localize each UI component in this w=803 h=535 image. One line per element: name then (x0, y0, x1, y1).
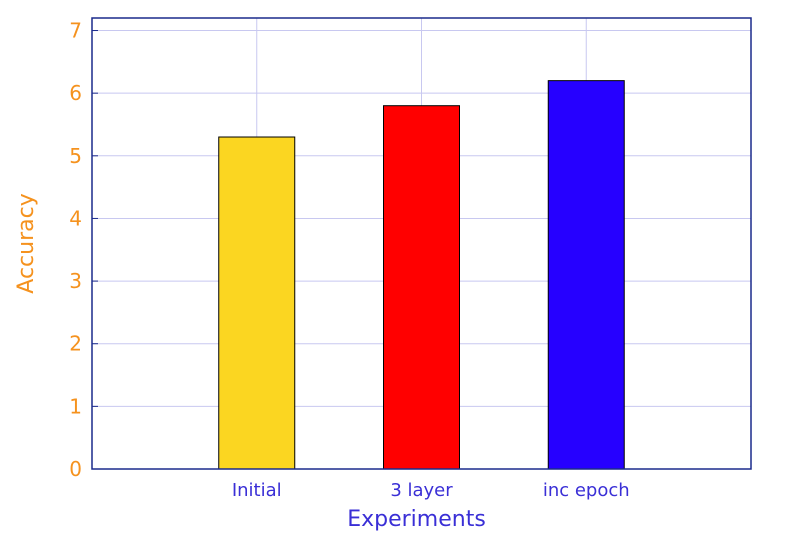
y-tick-label: 0 (69, 457, 82, 481)
x-tick-label: inc epoch (543, 480, 630, 501)
plot-frame (91, 17, 752, 470)
y-tick-label: 6 (69, 81, 82, 105)
x-tick-label: Initial (232, 480, 282, 501)
bar-initial (218, 136, 296, 470)
bar-3-layer (383, 105, 460, 470)
y-tick-label: 5 (69, 144, 82, 168)
y-axis-label: Accuracy (14, 193, 39, 293)
y-tick-label: 4 (69, 206, 82, 230)
x-axis-label: Experiments (347, 507, 486, 532)
y-tick-label: 7 (69, 19, 82, 43)
y-axis-ticks: 0 1 2 3 4 5 6 7 (69, 19, 98, 481)
bars (218, 80, 625, 470)
x-tick-label: 3 layer (390, 480, 453, 501)
bar-inc-epoch (547, 80, 625, 470)
x-axis-ticks: Initial 3 layer inc epoch (232, 480, 630, 501)
y-tick-label: 1 (69, 394, 82, 418)
y-tick-label: 2 (69, 332, 82, 356)
y-tick-label: 3 (69, 269, 82, 293)
